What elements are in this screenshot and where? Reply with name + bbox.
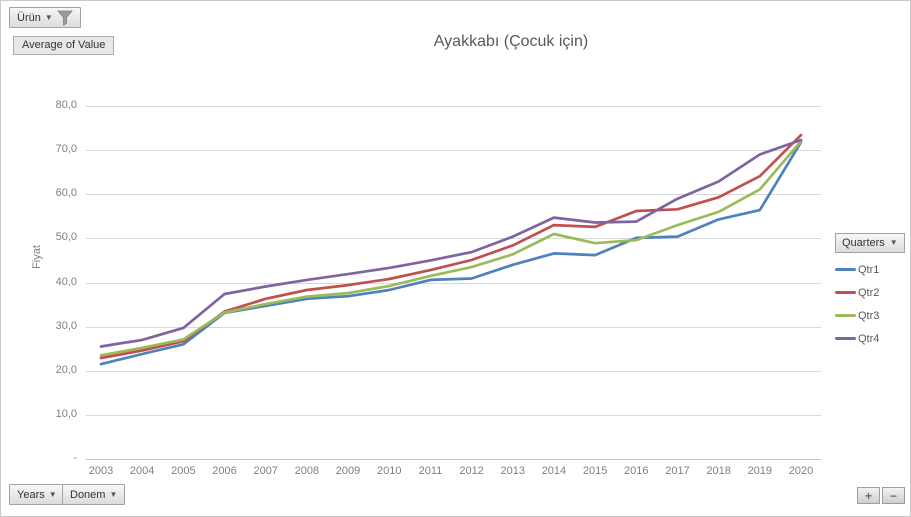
y-tick-label: 60,0: [55, 187, 77, 200]
x-tick-label: 2009: [335, 465, 361, 477]
quarters-field-label: Quarters: [842, 237, 885, 249]
line-chart-plot-area: [86, 106, 821, 460]
x-tick-label: 2007: [253, 465, 278, 477]
series-line-qtr3: [99, 139, 803, 357]
chevron-down-icon: ▼: [48, 489, 57, 499]
y-tick-label: 40,0: [55, 275, 77, 288]
x-tick-label: 2015: [582, 465, 608, 477]
legend-line-swatch: [835, 314, 856, 317]
legend-label: Qtr3: [858, 309, 880, 322]
legend-label: Qtr1: [858, 263, 880, 276]
x-tick-label: 2014: [541, 465, 567, 477]
x-tick-label: 2006: [212, 465, 237, 477]
series-line-qtr4: [99, 138, 803, 348]
donem-field-button[interactable]: Donem ▼: [62, 484, 126, 505]
x-tick-label: 2010: [376, 465, 402, 477]
chevron-down-icon: ▼: [44, 12, 53, 22]
x-tick-label: 2005: [171, 465, 196, 477]
series-line-qtr1: [99, 140, 803, 366]
years-field-label: Years: [17, 488, 45, 501]
y-tick-label: 50,0: [55, 231, 77, 244]
x-tick-label: 2020: [788, 465, 814, 477]
zoom-in-button[interactable]: +: [857, 487, 880, 504]
y-tick-label: 20,0: [55, 363, 77, 376]
legend-item-qtr2: Qtr2: [835, 286, 909, 299]
legend-item-qtr1: Qtr1: [835, 263, 909, 276]
legend-items: Qtr1 Qtr2 Qtr3 Qtr4: [835, 263, 909, 345]
filter-funnel-icon: [56, 10, 73, 26]
legend-line-swatch: [835, 291, 856, 294]
chevron-down-icon: ▼: [109, 489, 118, 499]
x-tick-label: 2008: [294, 465, 320, 477]
value-field-label: Average of Value: [22, 39, 106, 51]
chart-zoom-controls: + −: [857, 487, 905, 504]
x-tick-label: 2013: [500, 465, 525, 477]
zoom-out-button[interactable]: −: [882, 487, 905, 504]
legend-item-qtr4: Qtr4: [835, 332, 909, 345]
x-tick-label: 2016: [624, 465, 649, 477]
legend-label: Qtr4: [858, 332, 880, 345]
quarters-field-button[interactable]: Quarters ▼: [835, 233, 905, 253]
legend-line-swatch: [835, 337, 856, 340]
x-tick-label: 2018: [706, 465, 731, 477]
y-tick-label: 30,0: [55, 319, 77, 332]
value-field-button[interactable]: Average of Value: [13, 36, 115, 55]
x-tick-label: 2011: [418, 465, 443, 477]
legend: Quarters ▼ Qtr1 Qtr2 Qtr3 Qtr4: [835, 233, 909, 345]
x-tick-label: 2003: [88, 465, 114, 477]
x-tick-label: 2019: [747, 465, 773, 477]
legend-item-qtr3: Qtr3: [835, 309, 909, 322]
chart-title: Ayakkabı (Çocuk için): [433, 33, 589, 50]
chevron-down-icon: ▼: [889, 238, 898, 247]
donem-field-label: Donem: [70, 488, 106, 501]
y-tick-label: 70,0: [55, 143, 77, 156]
years-field-button[interactable]: Years ▼: [9, 484, 65, 505]
legend-label: Qtr2: [858, 286, 880, 299]
x-tick-label: 2012: [459, 465, 484, 477]
y-tick-label: 10,0: [55, 407, 77, 420]
product-filter-label: Ürün: [17, 11, 41, 24]
y-tick-label: 80,0: [55, 99, 77, 111]
x-tick-label: 2017: [665, 465, 690, 477]
product-filter-button[interactable]: Ürün ▼: [9, 7, 81, 28]
x-tick-label: 2004: [129, 465, 155, 477]
y-tick-label: -: [73, 452, 77, 464]
legend-line-swatch: [835, 268, 856, 271]
